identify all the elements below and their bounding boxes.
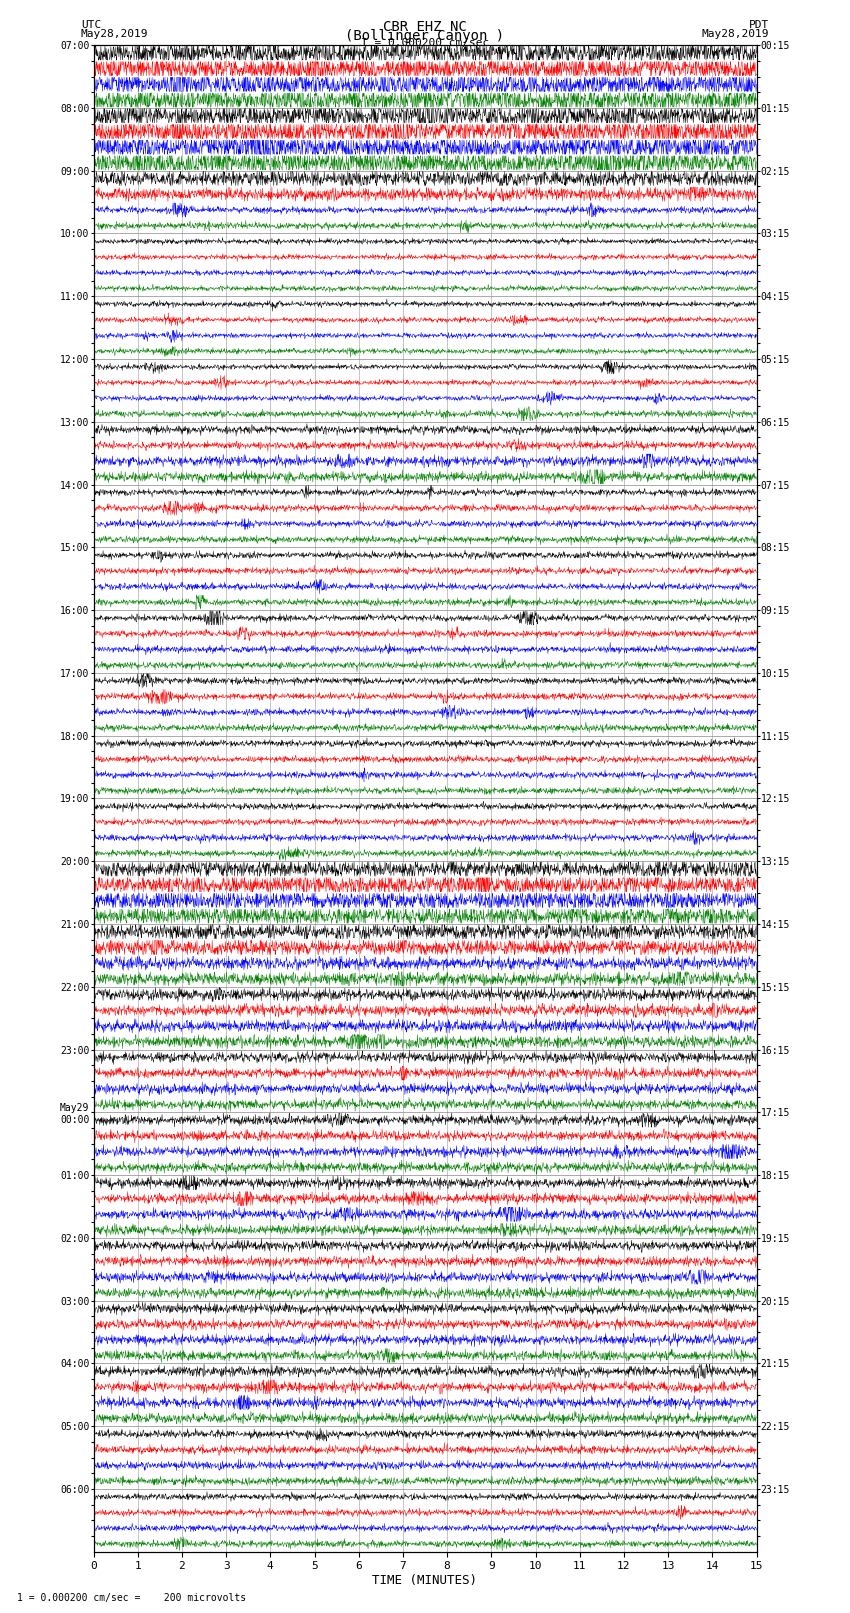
Text: UTC: UTC — [81, 19, 101, 31]
Text: PDT: PDT — [749, 19, 769, 31]
X-axis label: TIME (MINUTES): TIME (MINUTES) — [372, 1574, 478, 1587]
Text: 1 = 0.000200 cm/sec =    200 microvolts: 1 = 0.000200 cm/sec = 200 microvolts — [17, 1594, 246, 1603]
Text: (Bollinger Canyon ): (Bollinger Canyon ) — [345, 29, 505, 44]
Text: May28,2019: May28,2019 — [81, 29, 148, 39]
Text: I = 0.000200 cm/sec: I = 0.000200 cm/sec — [361, 37, 489, 48]
Text: CBR EHZ NC: CBR EHZ NC — [383, 19, 467, 34]
Text: May28,2019: May28,2019 — [702, 29, 769, 39]
